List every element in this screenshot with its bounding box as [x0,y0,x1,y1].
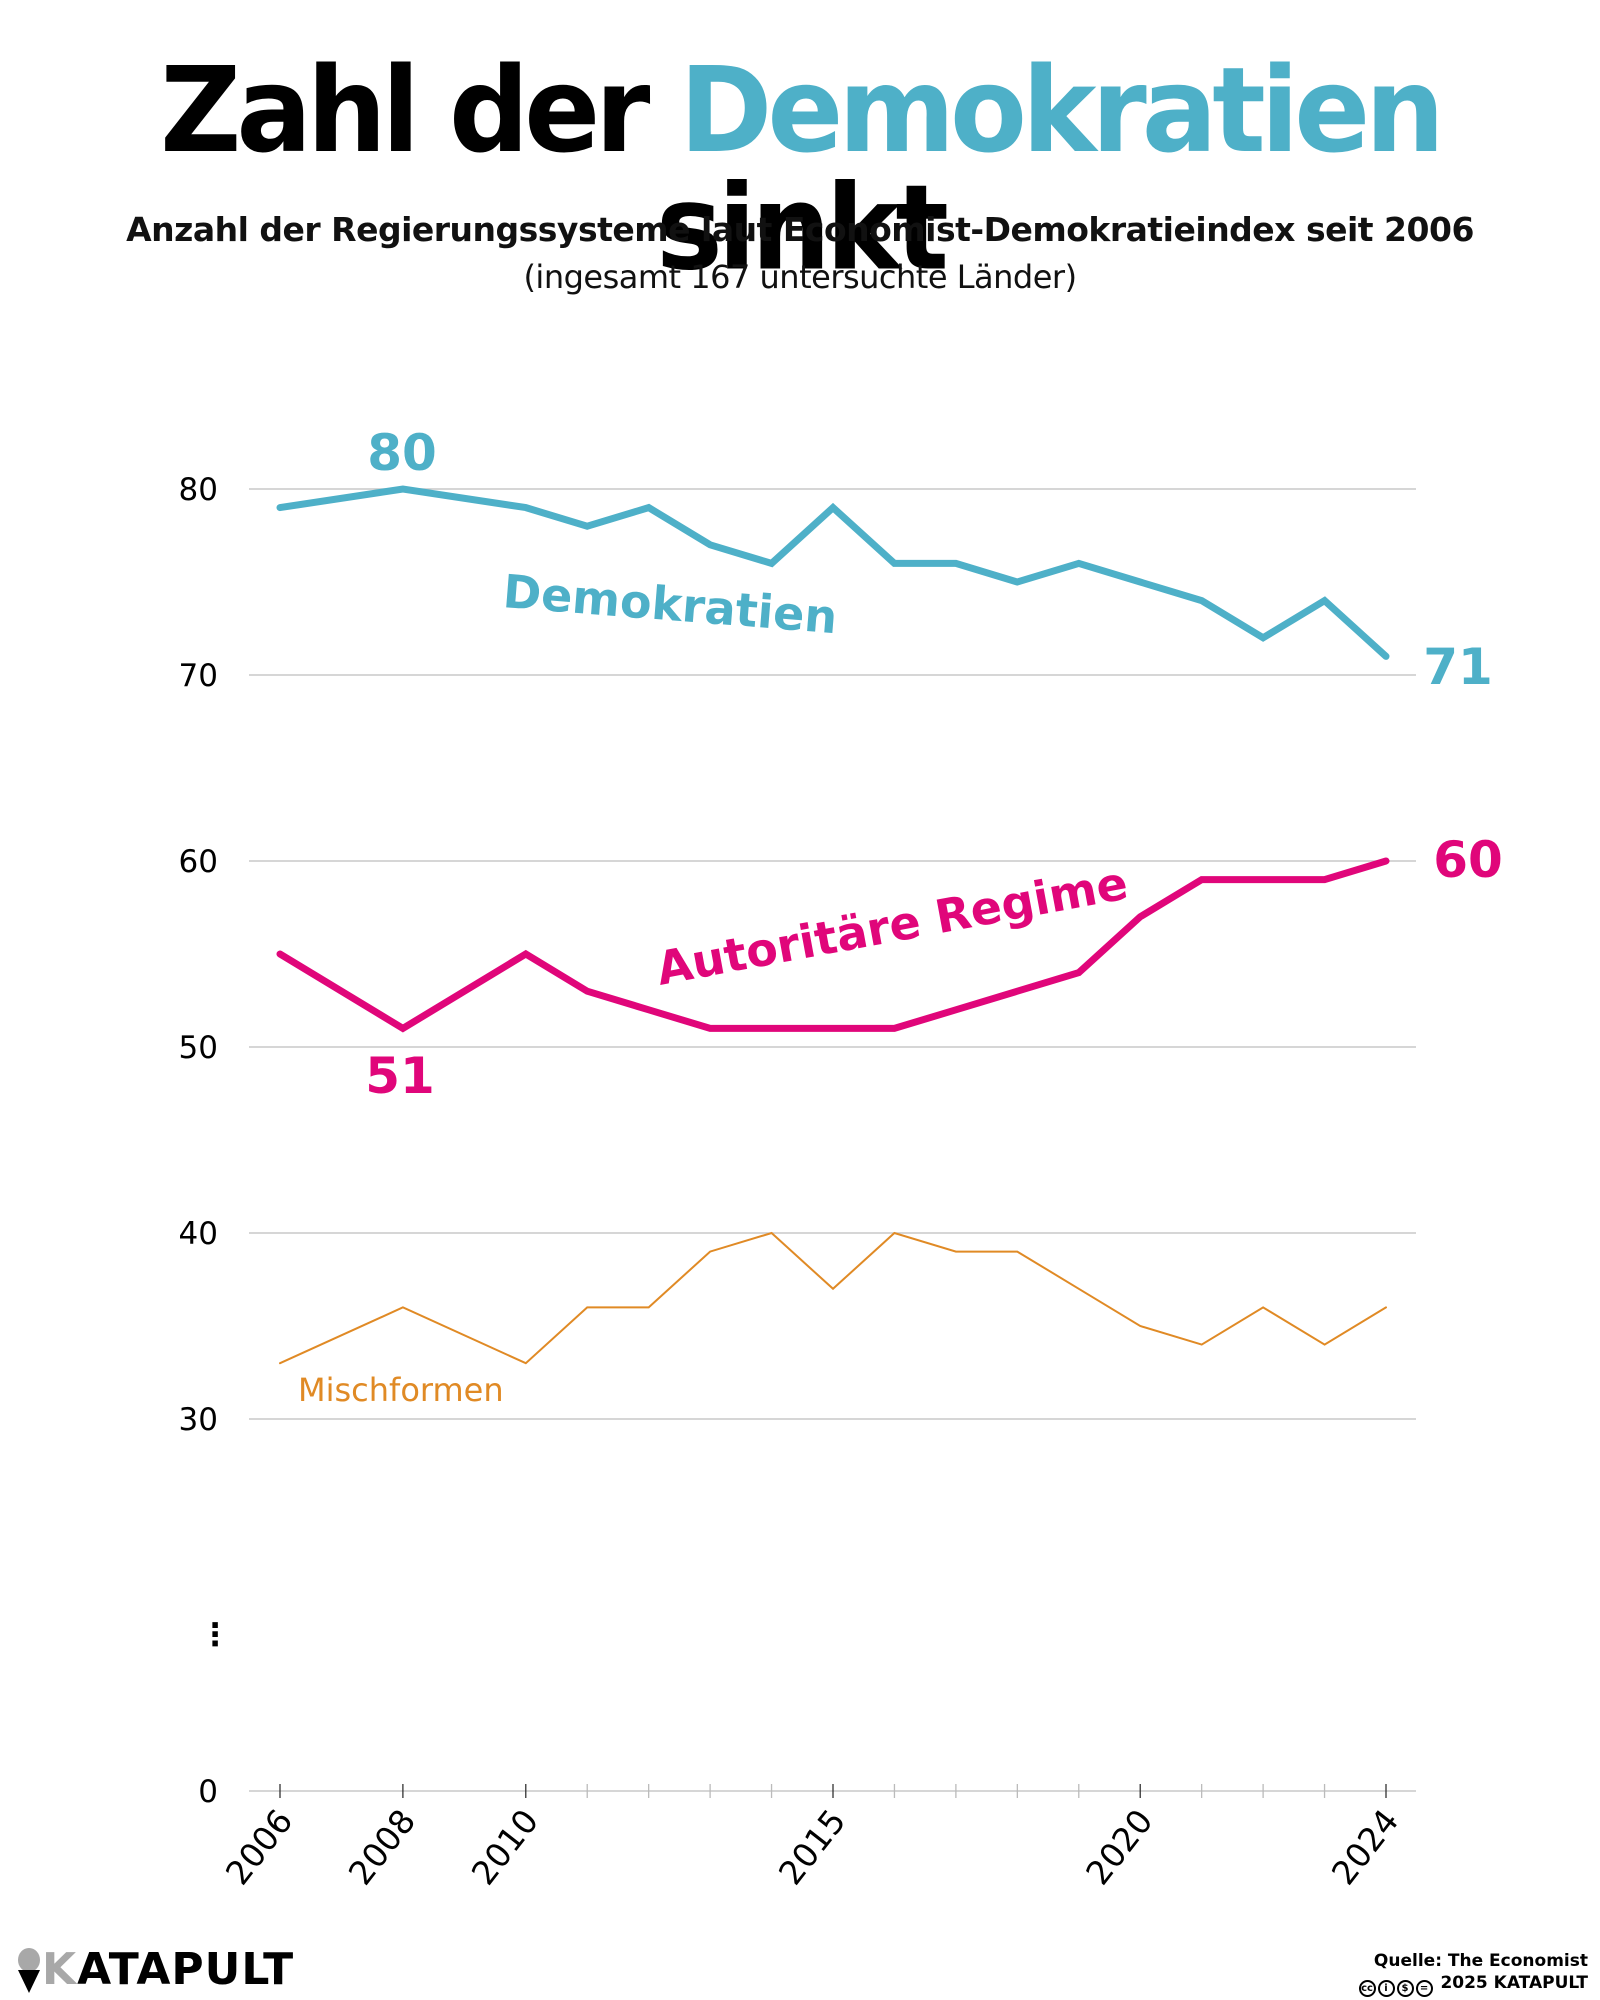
x-tick-label: 2010 [464,1802,546,1892]
chart-subtitle: Anzahl der Regierungssysteme laut Econom… [126,210,1474,249]
axis-break-icon: ⋮ [200,1617,231,1653]
cc-by-icon: i [1377,1980,1395,1997]
series-label-mischformen: Mischformen [298,1371,504,1409]
series-line-autorit-re-regime [276,857,1390,1033]
x-tick-label: 2024 [1324,1802,1406,1892]
data-label-demokratien-max: 80 [367,424,437,482]
title-highlight: Demokratien [679,42,1444,180]
x-tick-label: 2008 [341,1802,423,1892]
cc-icon: cc [1358,1980,1376,1997]
gridlines [249,488,1416,1792]
source-note: Quelle: The Economist cc i $ = 2025 KATAPUL… [1358,1950,1588,1997]
y-tick-label: 30 [179,1402,218,1438]
x-axis: 2006 2008 2010 2015 2020 2024 [218,1784,1406,1892]
data-label-autoritaer-min: 51 [365,1047,435,1105]
y-tick-label: 70 [179,658,218,694]
series-line-mischformen [279,1231,1387,1365]
source-text: Quelle: The Economist [1373,1951,1588,1971]
x-tick-label: 2006 [218,1802,300,1892]
data-label-demokratien-last: 71 [1423,638,1493,696]
cc-nc-icon: $ [1396,1980,1414,1997]
y-tick-label: 60 [179,844,218,880]
logo-text: KATAPULT [42,1944,295,1995]
katapult-logo: KATAPULT [16,1944,294,1995]
title-part2: sinkt [656,160,949,298]
y-tick-label: 40 [179,1216,218,1252]
y-axis: 80 70 60 50 40 30 0 ⋮ [179,472,231,1810]
data-label-autoritaer-last: 60 [1433,831,1503,889]
series-label-demokratien: Demokratien [501,564,839,644]
license-line: cc i $ = 2025 KATAPULT [1358,1972,1588,1997]
title-part1: Zahl der [160,42,650,180]
series-lines [276,485,1390,1365]
y-tick-label: 80 [179,472,218,508]
series-line-demokratien [276,485,1390,660]
x-tick-label: 2020 [1078,1802,1160,1892]
x-tick-label: 2015 [771,1802,853,1892]
copyright-text: 2025 KATAPULT [1440,1973,1588,1993]
page-title: Zahl der Demokratien sinkt [0,52,1600,287]
ice-cream-icon [18,1947,40,1993]
y-tick-label: 50 [179,1030,218,1066]
chart-subtitle-note: (ingesamt 167 untersuchte Länder) [523,258,1077,296]
y-tick-label: 0 [198,1774,218,1810]
cc-nd-icon: = [1415,1980,1433,1997]
